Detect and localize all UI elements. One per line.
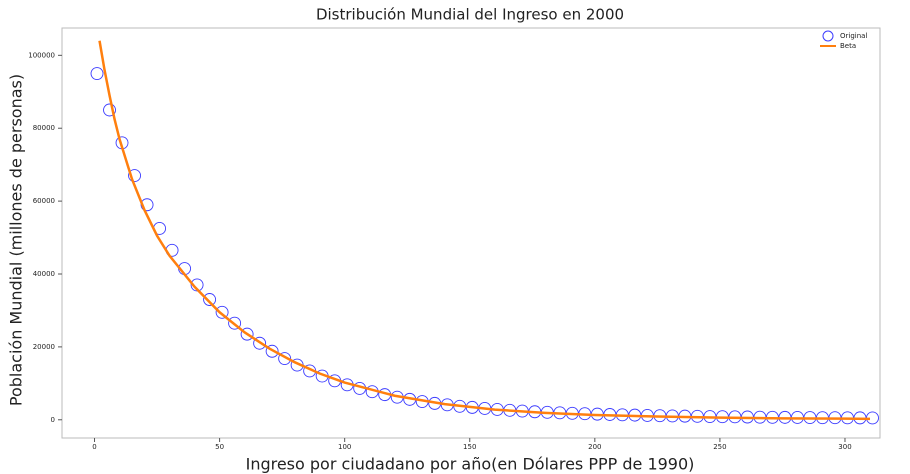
chart-title: Distribución Mundial del Ingreso en 2000 bbox=[316, 6, 624, 24]
x-tick-label: 200 bbox=[588, 443, 601, 451]
data-point bbox=[265, 344, 279, 358]
plot-frame bbox=[61, 27, 881, 439]
data-point bbox=[240, 327, 254, 341]
y-tick-label: 0 bbox=[51, 416, 55, 424]
y-tick-label: 20000 bbox=[33, 343, 55, 351]
y-tick-label: 60000 bbox=[33, 197, 55, 205]
x-axis-label: Ingreso por ciudadano por año(en Dólares… bbox=[246, 455, 695, 474]
data-point bbox=[90, 67, 104, 81]
x-tick-label: 0 bbox=[92, 443, 96, 451]
legend-label: Beta bbox=[840, 42, 856, 50]
data-point bbox=[128, 169, 141, 183]
data-point bbox=[278, 352, 292, 366]
y-axis-label: Población Mundial (millones de personas) bbox=[7, 74, 26, 406]
y-tick-label: 100000 bbox=[28, 51, 55, 59]
data-point bbox=[253, 336, 267, 350]
legend-marker bbox=[822, 30, 834, 42]
data-point bbox=[103, 103, 116, 117]
y-tick-label: 40000 bbox=[33, 270, 55, 278]
y-tick-label: 80000 bbox=[33, 124, 55, 132]
x-tick-label: 50 bbox=[215, 443, 224, 451]
fit-line bbox=[98, 40, 871, 421]
x-tick-label: 250 bbox=[713, 443, 726, 451]
x-tick-label: 300 bbox=[838, 443, 851, 451]
x-tick-label: 100 bbox=[338, 443, 351, 451]
data-point bbox=[228, 316, 242, 330]
x-tick-label: 150 bbox=[463, 443, 476, 451]
data-point bbox=[215, 305, 229, 319]
data-point bbox=[203, 293, 217, 306]
legend-label: Original bbox=[840, 32, 867, 40]
